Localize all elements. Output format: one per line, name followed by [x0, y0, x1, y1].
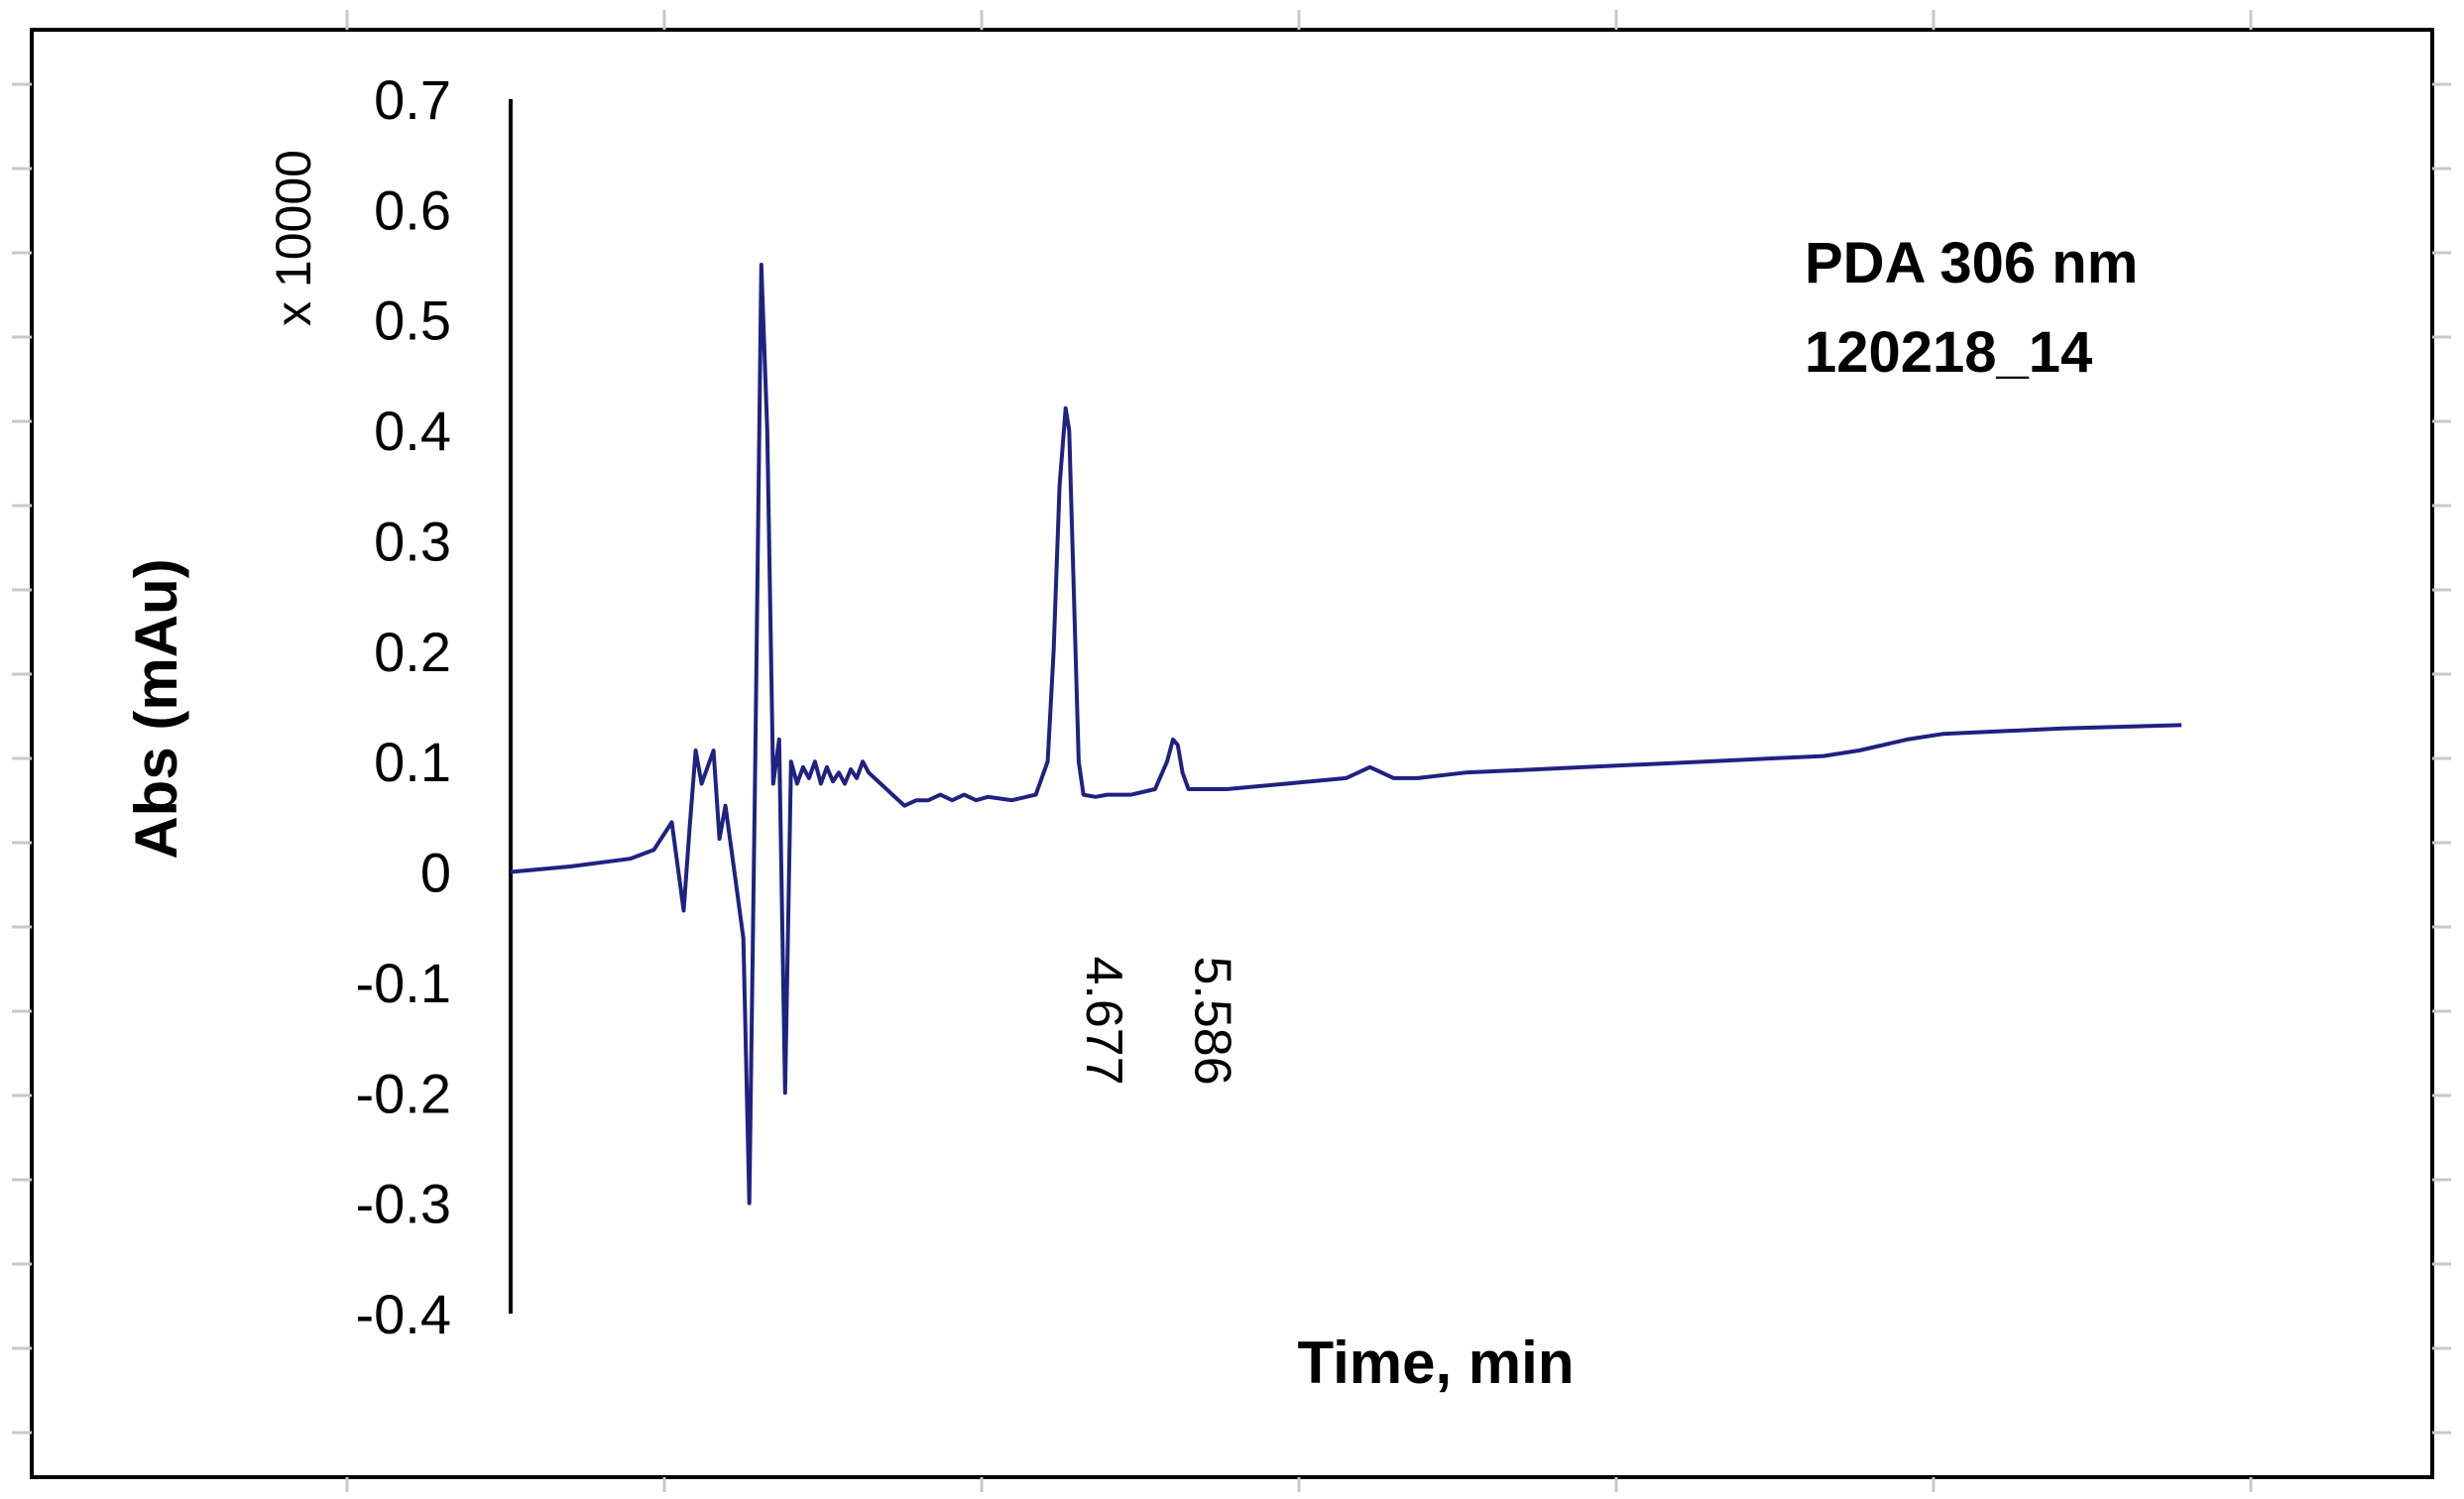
- y-tick-label: -0.3: [356, 1173, 452, 1235]
- y-tick-label: -0.1: [356, 952, 452, 1014]
- peak-labels: 4.677 5.586: [1075, 956, 1240, 1085]
- y-scale-label: x 10000: [266, 150, 321, 326]
- x-axis-title: Time, min: [1298, 1329, 1575, 1396]
- y-tick-label: 0.6: [374, 178, 451, 241]
- y-tick-label: 0: [420, 842, 451, 904]
- frame-ruler-ticks: [12, 10, 2451, 1492]
- y-tick-label: -0.4: [356, 1283, 452, 1345]
- y-tick-label: 0.4: [374, 400, 451, 462]
- y-tick-label: -0.2: [356, 1062, 452, 1124]
- y-tick-label: 0.2: [374, 621, 451, 683]
- annotation-run-id: 120218_14: [1805, 320, 2092, 385]
- peak-label: 4.677: [1075, 956, 1132, 1085]
- annotation-detector: PDA 306 nm: [1805, 231, 2138, 295]
- series-line: [510, 263, 2182, 1206]
- y-tick-label: 0.5: [374, 289, 451, 352]
- y-tick-labels: 0.7 0.6 0.5 0.4 0.3 0.2 0.1 0 -0.1 -0.2 -0.3 -0.4: [356, 68, 452, 1345]
- y-tick-label: 0.7: [374, 68, 451, 131]
- y-tick-label: 0.3: [374, 510, 451, 572]
- y-tick-label: 0.1: [374, 731, 451, 793]
- peak-label: 5.586: [1183, 956, 1240, 1085]
- chart-frame: [30, 28, 2434, 1479]
- y-axis-title: Abs (mAu): [123, 558, 189, 859]
